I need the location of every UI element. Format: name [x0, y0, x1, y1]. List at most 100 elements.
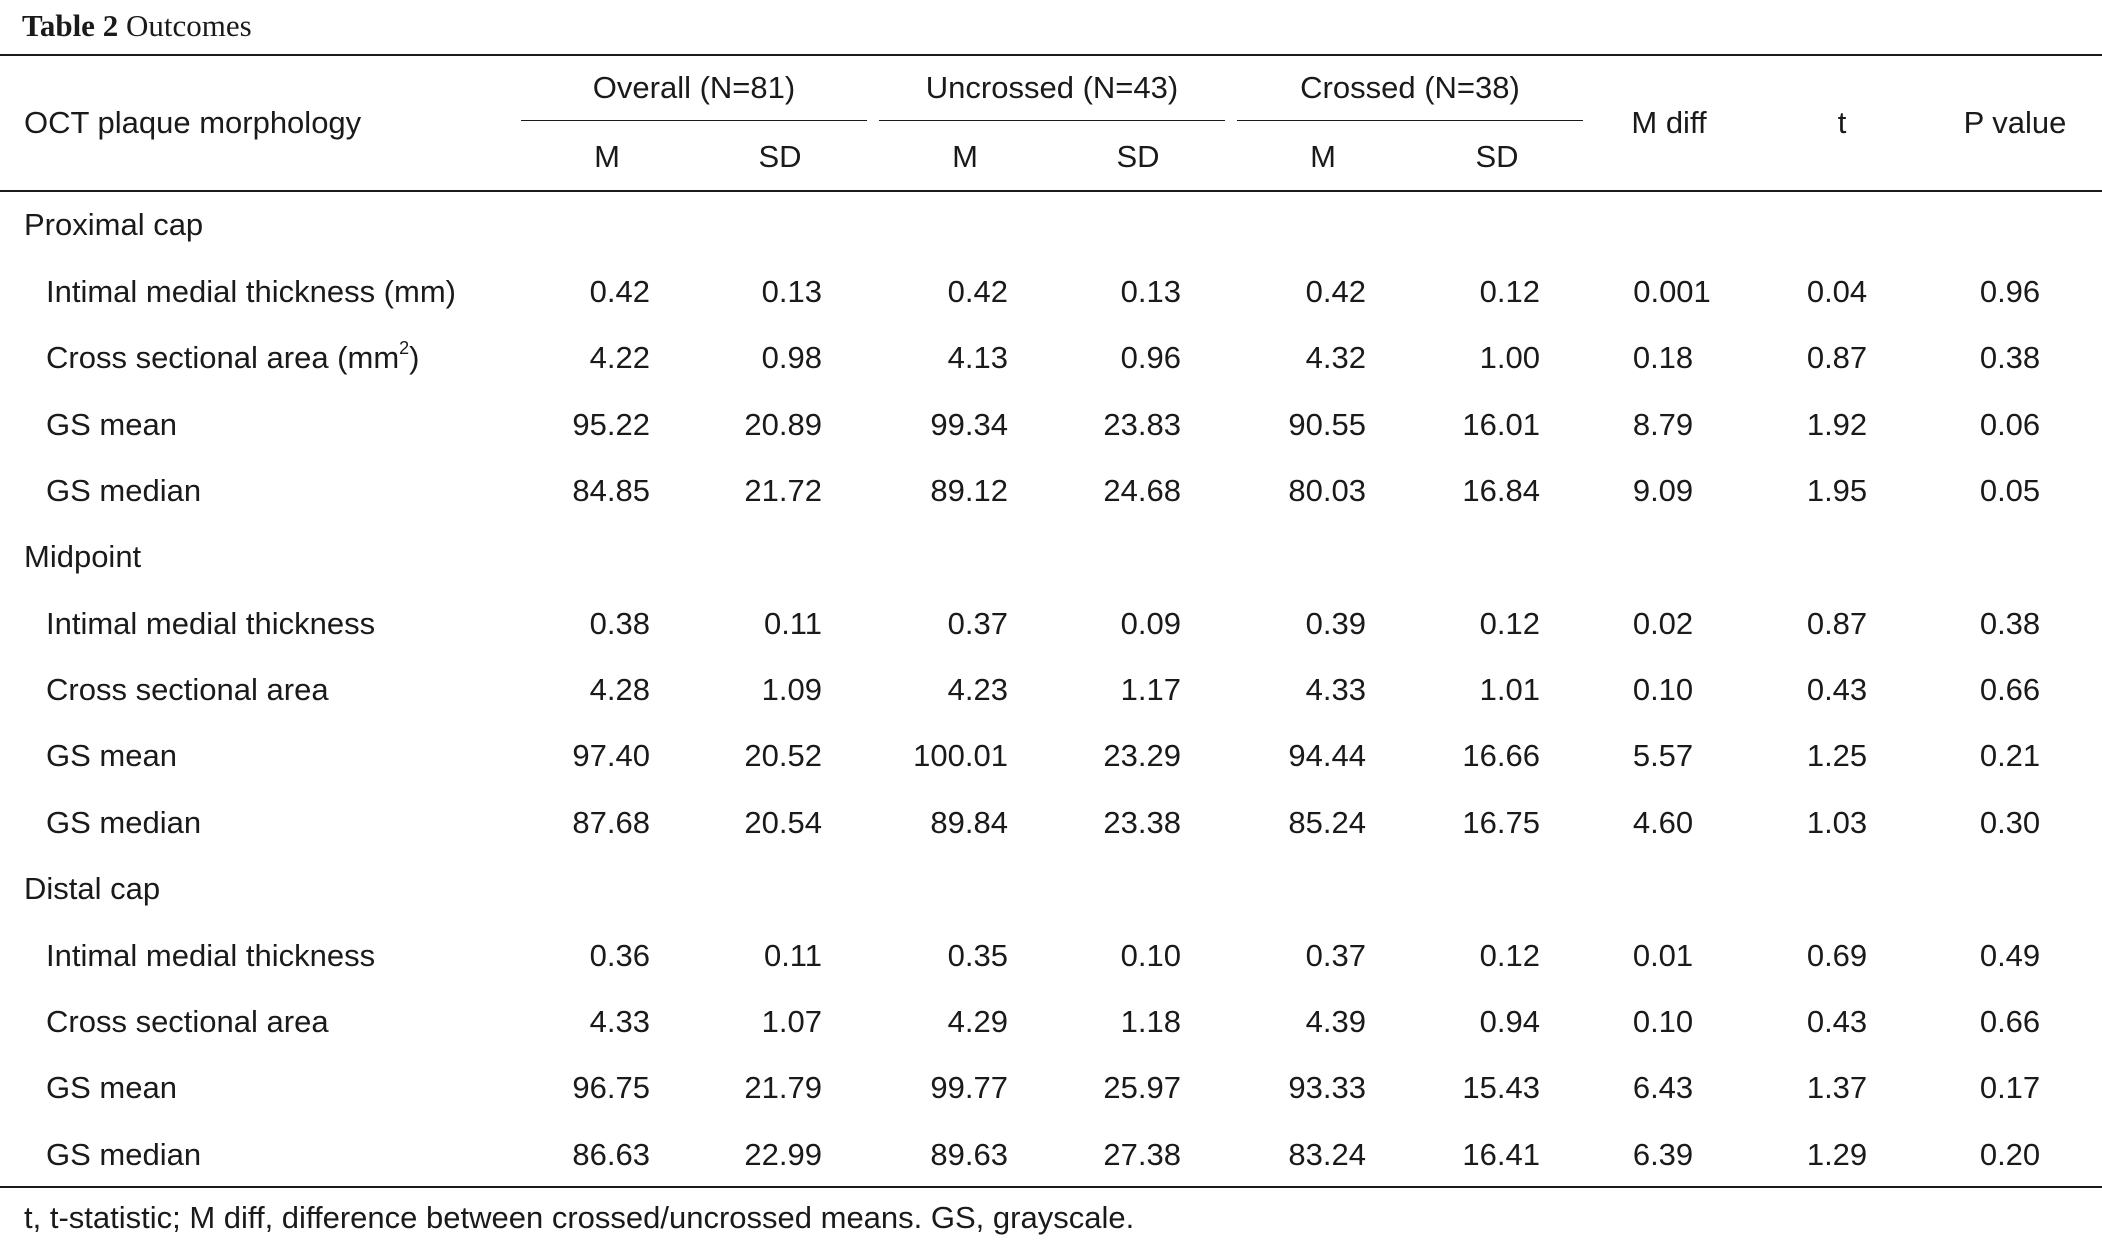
- value-t: 0.43: [1806, 1004, 1868, 1039]
- value-overall-m: 4.33: [589, 1004, 650, 1039]
- value-uncrossed-m: 4.13: [947, 340, 1008, 375]
- value-overall-sd: 0.11: [763, 938, 822, 973]
- value-m-diff: 9.09: [1632, 473, 1694, 508]
- group-rule-crossed: [1237, 120, 1583, 121]
- value-crossed-m: 4.32: [1305, 340, 1366, 375]
- row-label: Cross sectional area (mm2): [46, 338, 420, 378]
- value-overall-m: 0.38: [589, 606, 650, 641]
- value-crossed-m: 94.44: [1288, 738, 1366, 773]
- value-overall-sd: 20.52: [744, 738, 822, 773]
- value-overall-sd: 20.54: [744, 805, 822, 840]
- value-uncrossed-sd: 0.13: [1120, 274, 1181, 309]
- value-t: 1.37: [1806, 1070, 1868, 1105]
- table-top-rule: [0, 54, 2102, 56]
- value-crossed-sd: 16.66: [1462, 738, 1540, 773]
- header-sub-sd: SD: [1116, 139, 1160, 174]
- value-m-diff: 8.79: [1632, 407, 1694, 442]
- value-t: 0.43: [1806, 672, 1868, 707]
- value-overall-sd: 1.07: [761, 1004, 822, 1039]
- row-label: Intimal medial thickness (mm): [46, 274, 456, 309]
- header-group-uncrossed: Uncrossed (N=43): [925, 70, 1179, 105]
- row-label: GS mean: [46, 1070, 177, 1105]
- row-label-superscript: 2: [399, 338, 410, 358]
- value-m-diff: 0.001: [1633, 274, 1711, 309]
- value-t: 1.95: [1806, 473, 1868, 508]
- header-sub-sd: SD: [1475, 139, 1519, 174]
- value-t: 0.87: [1806, 606, 1868, 641]
- value-overall-m: 96.75: [572, 1070, 650, 1105]
- value-p: 0.06: [1979, 407, 2041, 442]
- value-overall-sd: 22.99: [744, 1137, 822, 1172]
- value-p: 0.05: [1979, 473, 2041, 508]
- value-crossed-sd: 0.94: [1479, 1004, 1540, 1039]
- value-overall-sd: 21.79: [744, 1070, 822, 1105]
- value-crossed-sd: 16.01: [1462, 407, 1540, 442]
- value-crossed-m: 80.03: [1288, 473, 1366, 508]
- value-uncrossed-m: 99.34: [930, 407, 1008, 442]
- table-footnote: t, t-statistic; M diff, difference betwe…: [24, 1200, 1135, 1235]
- value-crossed-m: 83.24: [1288, 1137, 1366, 1172]
- value-uncrossed-m: 4.23: [947, 672, 1008, 707]
- value-uncrossed-sd: 27.38: [1103, 1137, 1181, 1172]
- row-label: GS median: [46, 805, 202, 840]
- value-uncrossed-sd: 1.17: [1120, 672, 1181, 707]
- row-label: GS mean: [46, 407, 177, 442]
- value-uncrossed-m: 89.12: [930, 473, 1008, 508]
- value-uncrossed-m: 0.35: [947, 938, 1008, 973]
- value-crossed-sd: 1.00: [1479, 340, 1540, 375]
- value-uncrossed-sd: 25.97: [1103, 1070, 1181, 1105]
- value-uncrossed-sd: 23.29: [1103, 738, 1181, 773]
- value-crossed-m: 0.37: [1305, 938, 1366, 973]
- value-uncrossed-sd: 1.18: [1120, 1004, 1181, 1039]
- value-p: 0.38: [1979, 606, 2041, 641]
- value-p: 0.30: [1979, 805, 2041, 840]
- header-group-crossed: Crossed (N=38): [1300, 70, 1520, 105]
- value-t: 1.25: [1806, 738, 1868, 773]
- value-uncrossed-m: 99.77: [930, 1070, 1008, 1105]
- value-overall-m: 4.28: [589, 672, 650, 707]
- value-uncrossed-sd: 23.83: [1103, 407, 1181, 442]
- value-overall-m: 86.63: [572, 1137, 650, 1172]
- value-m-diff: 0.10: [1632, 1004, 1694, 1039]
- row-label-close: ): [409, 340, 420, 375]
- value-overall-sd: 21.72: [744, 473, 822, 508]
- section-title-proximal-cap: Proximal cap: [24, 207, 204, 242]
- value-crossed-m: 93.33: [1288, 1070, 1366, 1105]
- row-label: Intimal medial thickness: [46, 606, 376, 641]
- value-p: 0.17: [1979, 1070, 2041, 1105]
- value-uncrossed-m: 89.84: [930, 805, 1008, 840]
- table-caption-title: Outcomes: [125, 8, 252, 43]
- section-title-midpoint: Midpoint: [24, 539, 142, 574]
- value-crossed-sd: 0.12: [1479, 274, 1540, 309]
- value-m-diff: 6.43: [1632, 1070, 1694, 1105]
- value-m-diff: 0.10: [1632, 672, 1694, 707]
- value-crossed-sd: 16.84: [1462, 473, 1540, 508]
- header-group-overall: Overall (N=81): [592, 70, 796, 105]
- value-overall-m: 95.22: [572, 407, 650, 442]
- header-p-value: P value: [1963, 105, 2067, 140]
- value-crossed-m: 0.39: [1305, 606, 1366, 641]
- value-crossed-sd: 0.12: [1479, 606, 1540, 641]
- row-label: Intimal medial thickness: [46, 938, 376, 973]
- value-crossed-m: 90.55: [1288, 407, 1366, 442]
- value-uncrossed-sd: 23.38: [1103, 805, 1181, 840]
- header-t: t: [1837, 105, 1847, 140]
- row-label: GS median: [46, 1137, 202, 1172]
- value-crossed-m: 4.39: [1305, 1004, 1366, 1039]
- header-sub-m: M: [952, 139, 978, 174]
- value-m-diff: 6.39: [1632, 1137, 1694, 1172]
- value-t: 1.03: [1806, 805, 1868, 840]
- value-overall-m: 0.36: [589, 938, 650, 973]
- table-caption-label: Table 2: [22, 8, 119, 43]
- group-rule-overall: [521, 120, 867, 121]
- value-p: 0.20: [1979, 1137, 2041, 1172]
- value-crossed-sd: 1.01: [1479, 672, 1540, 707]
- table-bottom-rule: [0, 1186, 2102, 1188]
- value-p: 0.96: [1979, 274, 2041, 309]
- section-title-distal-cap: Distal cap: [24, 871, 161, 906]
- value-overall-m: 84.85: [572, 473, 650, 508]
- value-crossed-m: 85.24: [1288, 805, 1366, 840]
- value-overall-m: 4.22: [589, 340, 650, 375]
- value-overall-m: 97.40: [572, 738, 650, 773]
